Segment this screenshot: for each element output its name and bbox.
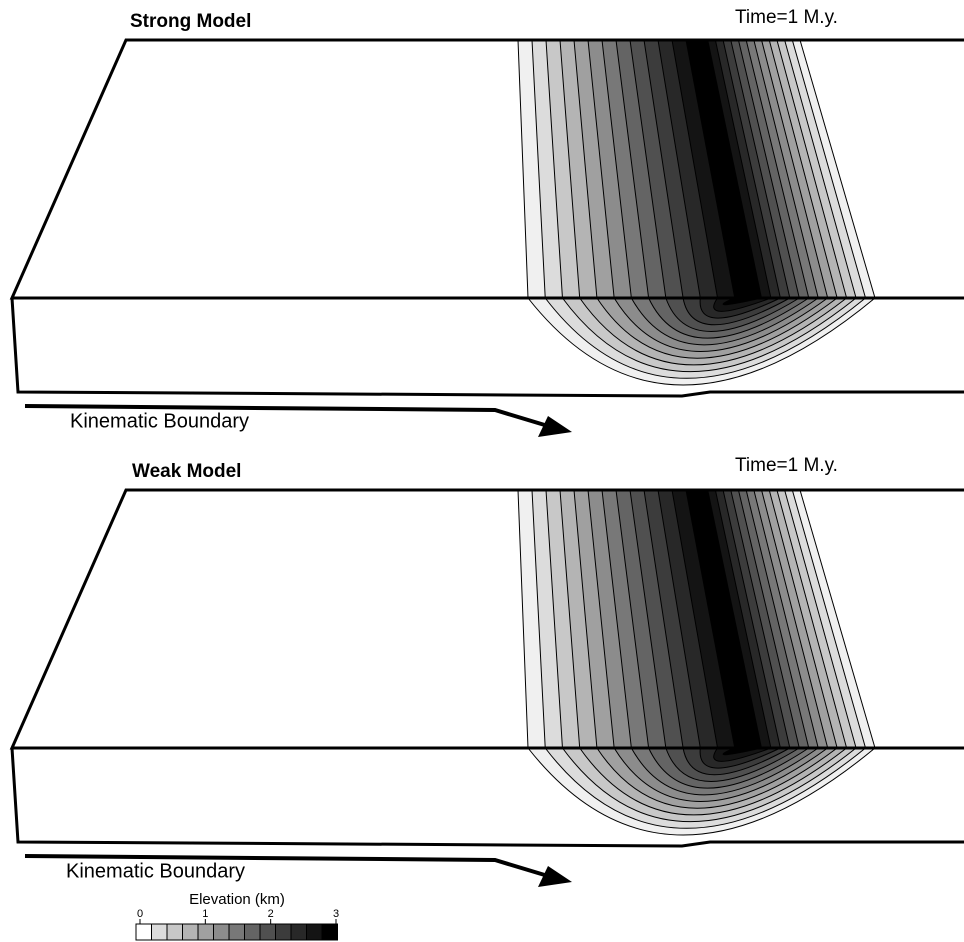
legend-swatch <box>307 924 323 940</box>
legend-swatch <box>245 924 261 940</box>
legend-title: Elevation (km) <box>189 891 285 908</box>
legend-swatch <box>136 924 152 940</box>
legend-swatch <box>152 924 168 940</box>
legend-tick-label: 2 <box>268 908 274 920</box>
time-label: Time=1 M.y. <box>735 7 838 28</box>
legend: 0 1 2 3 <box>136 908 339 940</box>
legend-swatch <box>291 924 307 940</box>
legend-tick-label: 3 <box>333 908 339 920</box>
arrow-head <box>538 866 572 887</box>
arrow-head <box>538 416 572 437</box>
panel <box>12 40 964 437</box>
time-label: Time=1 M.y. <box>735 455 838 476</box>
legend-swatch <box>198 924 214 940</box>
legend-swatch <box>322 924 338 940</box>
legend-swatch <box>260 924 276 940</box>
legend-swatch <box>229 924 245 940</box>
boundary-label: Kinematic Boundary <box>66 860 245 882</box>
panel-title: Weak Model <box>132 461 241 482</box>
legend-swatch <box>214 924 230 940</box>
panel-title: Strong Model <box>130 11 251 32</box>
legend-tick-label: 0 <box>137 908 143 920</box>
panel <box>12 490 964 887</box>
boundary-label: Kinematic Boundary <box>70 410 249 432</box>
figure: Strong Model Time=1 M.y. Kinematic Bound… <box>0 0 964 942</box>
legend-swatch <box>183 924 199 940</box>
legend-swatch <box>167 924 183 940</box>
legend-tick-label: 1 <box>202 908 208 920</box>
legend-swatch <box>276 924 292 940</box>
